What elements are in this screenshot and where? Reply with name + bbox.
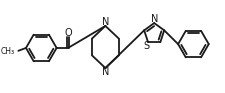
Text: CH₃: CH₃: [0, 47, 14, 56]
Text: N: N: [102, 17, 109, 27]
Text: N: N: [151, 14, 159, 24]
Text: S: S: [143, 41, 149, 51]
Text: N: N: [102, 67, 109, 77]
Text: O: O: [64, 28, 72, 38]
